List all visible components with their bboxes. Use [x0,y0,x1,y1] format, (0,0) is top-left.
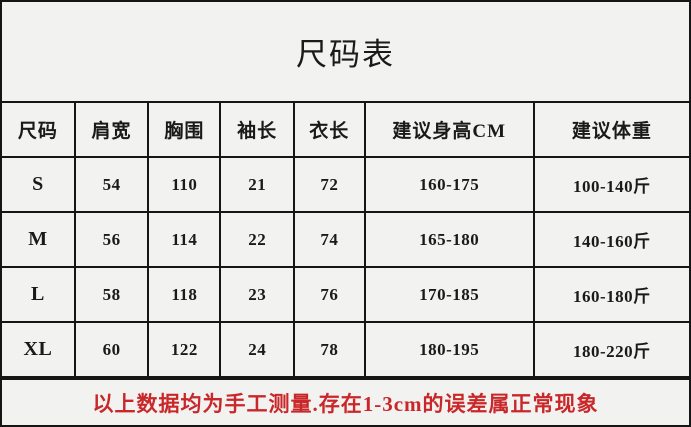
table-row-s: S 54 110 21 72 160-175 100-140斤 [2,156,689,213]
table-row-xl: XL 60 122 24 78 180-195 180-220斤 [2,321,689,378]
cell-garment-length: 74 [292,211,366,268]
cell-garment-length: 72 [292,156,366,213]
cell-weight-recommendation: 180-220斤 [532,321,689,378]
table-row-m: M 56 114 22 74 165-180 140-160斤 [2,211,689,268]
cell-size: M [2,211,76,268]
header-cell-sleeve-length: 袖长 [219,101,295,158]
size-table: 尺码 肩宽 胸围 袖长 衣长 建议身高CM 建议体重 S 54 110 21 7… [2,101,689,378]
header-cell-size: 尺码 [2,101,76,158]
cell-garment-length: 76 [292,266,366,323]
cell-weight-recommendation: 140-160斤 [532,211,689,268]
cell-weight-recommendation: 160-180斤 [532,266,689,323]
title-bar: 尺码表 [2,2,689,101]
cell-sleeve-length: 21 [219,156,295,213]
cell-sleeve-length: 24 [219,321,295,378]
cell-chest: 122 [147,321,222,378]
cell-chest: 118 [147,266,222,323]
header-cell-chest: 胸围 [147,101,222,158]
cell-weight-recommendation: 100-140斤 [532,156,689,213]
header-row: 尺码 肩宽 胸围 袖长 衣长 建议身高CM 建议体重 [2,101,689,158]
cell-shoulder-width: 58 [73,266,150,323]
cell-shoulder-width: 56 [73,211,150,268]
table-row-l: L 58 118 23 76 170-185 160-180斤 [2,266,689,323]
header-cell-weight-recommendation: 建议体重 [532,101,689,158]
cell-height-recommendation: 160-175 [363,156,535,213]
cell-sleeve-length: 23 [219,266,295,323]
cell-chest: 110 [147,156,222,213]
footer-bar: 以上数据均为手工测量.存在1-3cm的误差属正常现象 [2,378,689,425]
header-cell-height-recommendation: 建议身高CM [363,101,535,158]
cell-chest: 114 [147,211,222,268]
cell-height-recommendation: 170-185 [363,266,535,323]
cell-size: S [2,156,76,213]
cell-size: L [2,266,76,323]
cell-height-recommendation: 165-180 [363,211,535,268]
page-title: 尺码表 [296,37,395,72]
measurement-disclaimer: 以上数据均为手工测量.存在1-3cm的误差属正常现象 [92,391,599,416]
header-cell-garment-length: 衣长 [292,101,366,158]
cell-sleeve-length: 22 [219,211,295,268]
header-cell-shoulder-width: 肩宽 [73,101,150,158]
cell-garment-length: 78 [292,321,366,378]
cell-shoulder-width: 60 [73,321,150,378]
cell-size: XL [2,321,76,378]
cell-shoulder-width: 54 [73,156,150,213]
cell-height-recommendation: 180-195 [363,321,535,378]
